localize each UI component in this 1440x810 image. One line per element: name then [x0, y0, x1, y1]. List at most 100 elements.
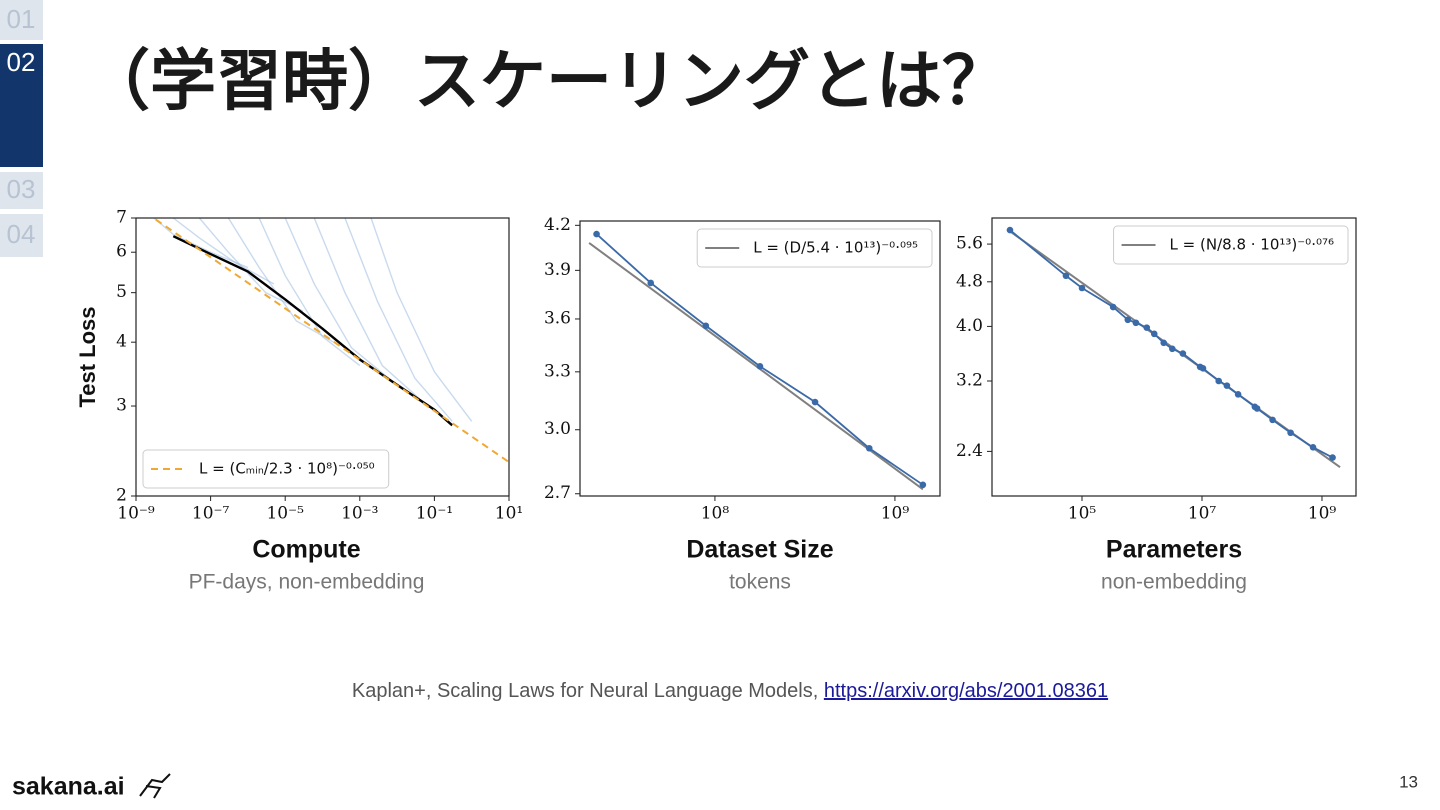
logo-icon	[139, 773, 171, 799]
y-tick-label: 6	[116, 242, 127, 262]
y-tick-label: 3.3	[544, 361, 571, 381]
data-point	[1179, 350, 1187, 357]
fit-line	[151, 218, 509, 463]
data-point	[1223, 382, 1231, 389]
data-point	[1062, 272, 1070, 280]
legend-label: L = (Cₘᵢₙ/2.3 · 10⁸)⁻⁰·⁰⁵⁰	[199, 460, 375, 478]
nav-item[interactable]: 02	[7, 47, 36, 77]
x-tick-label: 10¹	[495, 504, 523, 524]
series-line	[370, 218, 473, 422]
x-tick-label: 10⁹	[881, 504, 910, 524]
series-line	[313, 218, 421, 400]
legend: L = (Cₘᵢₙ/2.3 · 10⁸)⁻⁰·⁰⁵⁰	[142, 449, 390, 489]
x-tick-label: 10⁻¹	[416, 504, 453, 524]
legend-box	[1113, 225, 1349, 265]
x-tick-label: 10⁷	[1188, 504, 1217, 524]
nav-item-bg	[0, 0, 43, 40]
citation: Kaplan+, Scaling Laws for Neural Languag…	[352, 680, 1108, 702]
plot-frame	[579, 220, 941, 497]
y-tick-label: 3.9	[544, 260, 571, 280]
data-point	[593, 230, 600, 238]
x-tick-label: 10⁻³	[341, 504, 378, 524]
nav-item-bg-active	[0, 44, 43, 167]
data-point	[1006, 226, 1014, 234]
plot-frame	[991, 217, 1357, 497]
data-point	[1160, 339, 1168, 347]
citation-link-text[interactable]: https://arxiv.org/abs/2001.08361	[824, 680, 1108, 702]
series-line	[344, 218, 453, 422]
y-axis-label: Test Loss	[75, 306, 100, 407]
series-line	[284, 218, 390, 379]
data-point	[702, 322, 710, 330]
data-point	[1199, 365, 1207, 372]
x-axis-note: PF-days, non-embedding	[189, 571, 425, 594]
x-axis-label: Compute	[252, 536, 360, 564]
data-point	[1150, 330, 1158, 338]
legend-box	[696, 228, 933, 268]
y-tick-label: 4.2	[544, 215, 571, 235]
data-point	[1078, 284, 1086, 292]
logo: sakana.ai	[12, 773, 125, 801]
data-point	[1309, 444, 1317, 451]
y-tick-label: 5.6	[956, 234, 983, 254]
legend-label: L = (N/8.8 · 10¹³)⁻⁰·⁰⁷⁶	[1170, 236, 1334, 254]
data-point	[1215, 377, 1223, 385]
x-axis-note: non-embedding	[1101, 571, 1247, 594]
x-tick-label: 10⁻⁵	[266, 504, 304, 524]
x-axis-note: tokens	[729, 571, 791, 594]
data-point	[756, 363, 764, 370]
nav-item-bg	[0, 214, 43, 257]
legend-box	[142, 449, 390, 489]
x-axis-label: Parameters	[1106, 536, 1242, 564]
x-tick-label: 10⁹	[1308, 504, 1337, 524]
y-tick-label: 4.0	[956, 316, 983, 336]
data-point	[1234, 391, 1242, 398]
y-tick-label: 4.8	[956, 271, 983, 291]
plot-area	[1006, 226, 1341, 468]
data-point	[647, 279, 655, 287]
data-point	[1329, 454, 1336, 461]
data-point	[1269, 416, 1276, 424]
series-line	[153, 218, 249, 269]
series-line	[258, 218, 361, 367]
y-tick-label: 2.7	[544, 483, 571, 503]
data-point	[811, 398, 819, 406]
nav-item[interactable]: 04	[7, 219, 36, 249]
nav-item[interactable]: 01	[7, 4, 36, 34]
x-axis-label: Dataset Size	[686, 536, 833, 564]
y-tick-label: 3.0	[544, 419, 571, 439]
page-number: 13	[1399, 772, 1418, 791]
x-tick-label: 10⁵	[1068, 504, 1097, 524]
data-point	[1143, 324, 1151, 331]
y-tick-label: 4	[116, 332, 127, 352]
data-point	[1132, 319, 1140, 327]
legend: L = (D/5.4 · 10¹³)⁻⁰·⁰⁹⁵	[696, 228, 933, 268]
data-point	[1169, 345, 1176, 353]
series-line	[1009, 229, 1333, 459]
y-tick-label: 3.6	[544, 308, 571, 328]
plot-area	[151, 218, 509, 463]
y-tick-label: 2	[116, 486, 127, 506]
legend-label: L = (D/5.4 · 10¹³)⁻⁰·⁰⁹⁵	[753, 239, 918, 257]
x-tick-label: 10⁻⁹	[117, 504, 155, 524]
x-tick-label: 10⁻⁷	[192, 504, 230, 524]
series-line	[172, 235, 453, 427]
citation-link[interactable]: https://arxiv.org/abs/2001.08361	[824, 680, 1108, 702]
y-tick-label: 3.2	[956, 371, 983, 391]
legend: L = (N/8.8 · 10¹³)⁻⁰·⁰⁷⁶	[1113, 225, 1349, 265]
slide-title: （学習時）スケーリングとは？	[84, 43, 1008, 117]
data-point	[1124, 316, 1132, 324]
y-tick-label: 2.4	[956, 441, 983, 461]
data-point	[919, 481, 927, 489]
series-line	[172, 218, 275, 285]
y-tick-label: 3	[116, 396, 127, 416]
plot-area	[588, 230, 927, 491]
y-tick-label: 5	[116, 282, 127, 302]
data-point	[865, 444, 873, 452]
y-tick-label: 7	[116, 208, 127, 228]
nav-item[interactable]: 03	[7, 174, 36, 204]
data-point	[1253, 405, 1261, 412]
data-point	[1287, 429, 1294, 437]
